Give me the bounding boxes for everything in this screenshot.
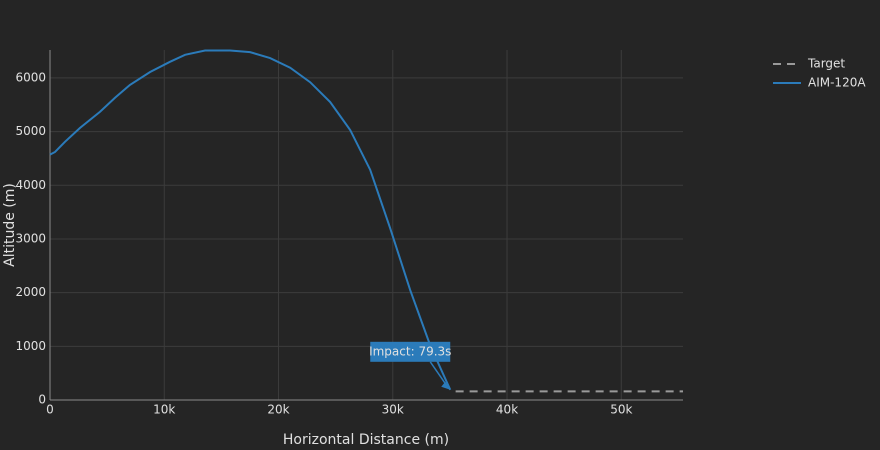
y-tick-label: 0 [38, 393, 46, 407]
x-tick-label: 10k [153, 403, 175, 417]
y-tick-label: 6000 [15, 70, 46, 84]
x-tick-label: 20k [267, 403, 289, 417]
x-axis-label: Horizontal Distance (m) [283, 432, 449, 448]
x-tick-label: 50k [610, 403, 632, 417]
legend-label: AIM-120A [808, 76, 866, 90]
x-tick-label: 40k [496, 403, 518, 417]
annotation-arrowhead [441, 381, 451, 390]
x-tick-label: 0 [46, 403, 54, 417]
x-tick-label: 30k [382, 403, 404, 417]
annotation-box [370, 341, 451, 362]
y-tick-label: 5000 [15, 124, 46, 138]
y-tick-label: 3000 [15, 231, 46, 245]
y-tick-label: 4000 [15, 178, 46, 192]
y-tick-label: 1000 [15, 339, 46, 353]
series-line [49, 49, 452, 391]
annotation-text: Impact: 79.3s [369, 344, 451, 358]
y-axis-label: Altitude (m) [2, 183, 18, 267]
legend-label: Target [807, 57, 845, 71]
y-tick-label: 2000 [15, 285, 46, 299]
